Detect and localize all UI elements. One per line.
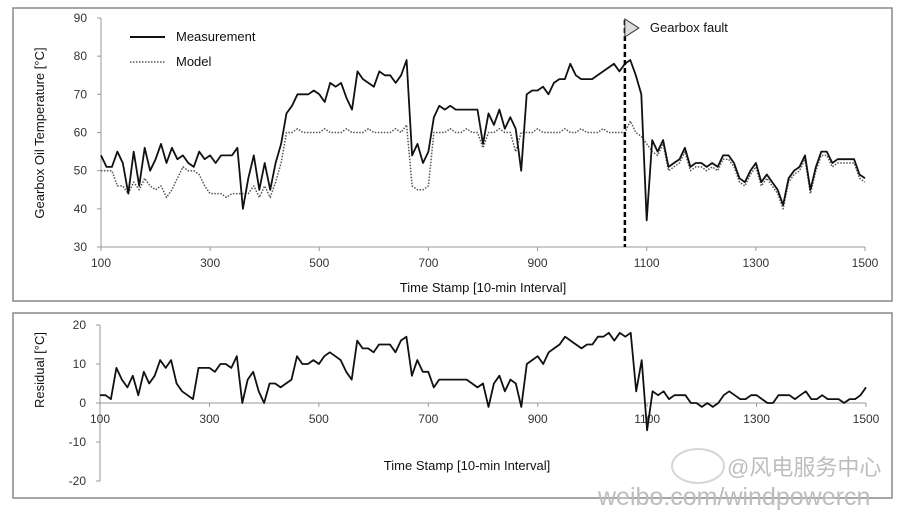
y-tick-label: 40 [74, 202, 88, 216]
top-y-axis-title: Gearbox Oil Temperature [°C] [32, 47, 47, 218]
x-tick-label: 700 [418, 256, 438, 270]
bottom-panel-frame [12, 312, 893, 499]
x-tick-label: 100 [91, 256, 111, 270]
top-series [100, 59, 866, 222]
x-tick-label: 300 [199, 412, 219, 426]
y-tick-label: 0 [79, 396, 86, 410]
watermark: @风电服务中心 weibo.com/windpowercn [597, 448, 881, 511]
legend-measurement-label: Measurement [176, 29, 256, 44]
y-tick-label: 70 [74, 87, 88, 101]
x-tick-label: 1300 [743, 256, 770, 270]
series-measurement-line [100, 59, 866, 222]
y-tick-label: 10 [73, 357, 87, 371]
y-tick-label: -20 [69, 474, 87, 488]
y-tick-label: 20 [73, 318, 87, 332]
series-model-line [101, 120, 866, 210]
bottom-y-axis-title: Residual [°C] [32, 332, 47, 408]
y-tick-label: 30 [74, 240, 88, 254]
x-tick-label: 500 [309, 412, 329, 426]
x-tick-label: 900 [528, 256, 548, 270]
x-tick-label: 1500 [852, 256, 879, 270]
bottom-x-axis-title: Time Stamp [10-min Interval] [384, 458, 550, 473]
x-tick-label: 900 [528, 412, 548, 426]
x-tick-label: 1100 [634, 256, 660, 270]
y-tick-label: 60 [74, 126, 88, 140]
x-tick-label: 1300 [743, 412, 770, 426]
top-axes: 30 40 50 60 70 80 90 100 300 500 700 900 1100 1300 150… [74, 11, 879, 270]
top-x-axis-title: Time Stamp [10-min Interval] [400, 280, 566, 295]
bottom-axes: -20 -10 0 10 20 100 300 500 700 900 1100 1300 1500 [69, 318, 880, 488]
legend: Measurement Model [130, 29, 256, 69]
x-tick-label: 500 [309, 256, 329, 270]
legend-model-label: Model [176, 54, 212, 69]
series-residual-line [100, 331, 867, 432]
y-tick-label: 50 [74, 164, 88, 178]
bottom-series [100, 331, 867, 432]
x-tick-label: 700 [418, 412, 438, 426]
top-panel-frame [12, 7, 893, 302]
weibo-logo-icon [671, 448, 725, 484]
y-tick-label: -10 [69, 435, 87, 449]
x-tick-label: 1500 [853, 412, 880, 426]
y-tick-label: 90 [74, 11, 88, 25]
fault-label: Gearbox fault [650, 20, 728, 35]
watermark-handle: @风电服务中心 [727, 455, 881, 480]
watermark-url: weibo.com/windpowercn [597, 483, 870, 511]
x-tick-label: 300 [200, 256, 220, 270]
fault-annotation: Gearbox fault [623, 18, 728, 247]
x-tick-label: 100 [90, 412, 110, 426]
fault-flag-icon [624, 18, 640, 38]
y-tick-label: 80 [74, 49, 88, 63]
x-tick-label: 1100 [634, 412, 660, 426]
